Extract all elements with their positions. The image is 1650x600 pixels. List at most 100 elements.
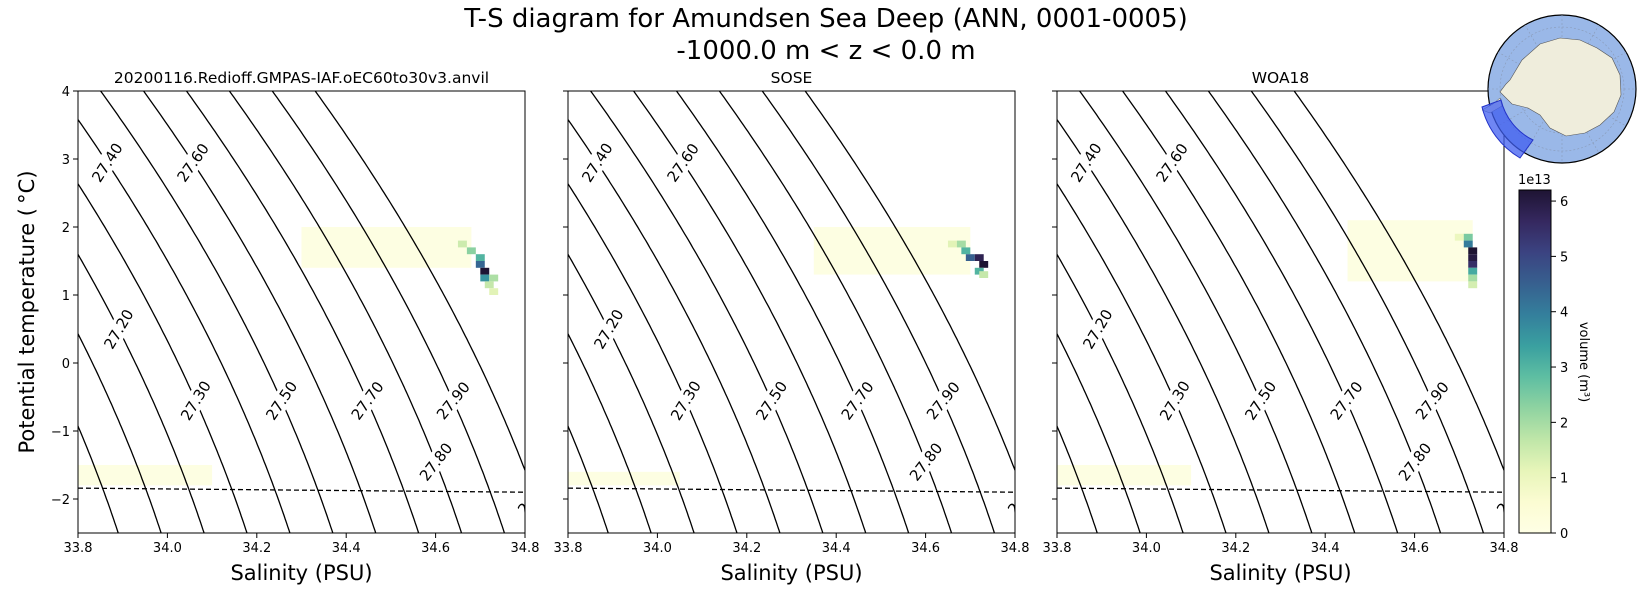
contour-label-27.90: 27.90 <box>433 378 474 423</box>
x-tick-label: 34.6 <box>911 541 940 556</box>
density-contour-27.20 <box>1057 253 1184 533</box>
x-tick-label: 33.8 <box>64 541 93 556</box>
contour-label-bg <box>0 178 16 215</box>
volume-cell <box>480 267 490 275</box>
x-tick-label: 33.8 <box>554 541 583 556</box>
volume-cell <box>1468 247 1478 255</box>
contour-label-bg <box>474 178 505 215</box>
x-tick-label: 34.8 <box>511 541 540 556</box>
contour-label-bg <box>176 144 210 181</box>
y-tick-label: 0 <box>62 357 70 372</box>
contour-label-bg <box>1414 382 1450 419</box>
contour-label-27.30: 27.30 <box>1156 378 1194 424</box>
density-contour-27.30 <box>78 182 248 533</box>
volume-cell <box>480 274 490 282</box>
contour-label-bg <box>1069 144 1103 181</box>
volume-cell <box>457 240 467 248</box>
density-contour-27.00 <box>78 424 119 533</box>
y-tick-label: 3 <box>62 153 70 168</box>
contour-label-bg <box>90 144 124 181</box>
colorbar-bar <box>1518 189 1552 534</box>
volume-cell <box>1468 267 1478 275</box>
contour-label-27.80: 27.80 <box>1395 439 1435 484</box>
contour-label-bg <box>1155 144 1189 181</box>
volume-cell <box>979 261 989 268</box>
volume-cell <box>489 288 499 295</box>
contour-label-27.20: 27.20 <box>590 306 627 352</box>
density-contour-27.10 <box>568 332 652 533</box>
density-contour-27.00 <box>1057 424 1098 533</box>
y-tick-label: −2 <box>51 493 70 508</box>
y-tick-label: −1 <box>51 425 70 440</box>
x-tick-label: 34.4 <box>1311 541 1340 556</box>
contour-label-bg <box>925 382 961 419</box>
contour-label-bg <box>435 382 471 419</box>
contour-label-bg <box>580 144 614 181</box>
volume-cell <box>947 240 957 248</box>
density-contour-27.00 <box>568 424 609 533</box>
contour-label-bg <box>899 144 930 181</box>
density-contour-27.30 <box>568 182 738 533</box>
freezing-line <box>1057 487 1504 493</box>
colorbar-tick-label: 1 <box>1560 472 1568 487</box>
contour-label-27.10: 27.10 <box>472 174 509 220</box>
x-tick-label: 33.8 <box>1043 541 1072 556</box>
colorbar-tick-label: 4 <box>1560 306 1568 321</box>
x-tick-label: 34.2 <box>732 541 761 556</box>
density-contour-27.70 <box>185 91 420 533</box>
volume-cell <box>1463 240 1473 248</box>
volume-cell <box>466 247 476 255</box>
low-volume-haze <box>301 227 472 268</box>
ts-panel-3: 27.00 27.10 27.20 27.30 27.40 27.50 27.60 27.70… <box>897 69 1519 585</box>
x-tick-label: 34.4 <box>332 541 361 556</box>
contour-label-bg <box>1158 382 1191 419</box>
plot-frame <box>77 90 526 534</box>
colorbar-tick-label: 0 <box>1560 527 1568 542</box>
contour-label-27.80: 27.80 <box>416 439 456 484</box>
contour-label-27.40: 27.40 <box>88 140 126 186</box>
density-contour-27.50 <box>1079 91 1313 533</box>
x-tick-label: 34.8 <box>1490 541 1519 556</box>
volume-cell <box>484 281 494 289</box>
density-contour-27.20 <box>78 253 205 533</box>
x-axis-label: Salinity (PSU) <box>230 561 372 585</box>
plot-frame <box>567 90 1016 534</box>
contour-label-27.50: 27.50 <box>1241 378 1280 424</box>
contour-label-27.40: 27.40 <box>1067 140 1105 186</box>
contour-label-27.10: 27.10 <box>961 174 998 220</box>
contour-label-27.70: 27.70 <box>838 378 878 423</box>
y-tick-label: 1 <box>62 289 70 304</box>
contour-label-27.20: 27.20 <box>100 306 137 352</box>
plot-area: 27.00 27.10 27.20 27.30 27.40 27.50 27.60 27.70… <box>897 91 1504 533</box>
colorbar: 0 1 2 3 4 5 6 1e13 volume (m³) <box>1518 173 1591 542</box>
y-tick-label: 2 <box>62 221 70 236</box>
x-tick-label: 34.0 <box>1132 541 1161 556</box>
x-tick-label: 34.6 <box>421 541 450 556</box>
density-contour-28.00 <box>804 91 1015 473</box>
contour-label-27.70: 27.70 <box>348 378 388 423</box>
density-contour-27.90 <box>1250 91 1485 533</box>
density-contour-27.10 <box>78 332 162 533</box>
contour-label-bg <box>410 144 441 181</box>
colorbar-tick-label: 2 <box>1560 416 1568 431</box>
contour-label-27.60: 27.60 <box>663 140 702 185</box>
ts-panel-2: 27.00 27.10 27.20 27.30 27.40 27.50 27.60 27.70… <box>410 69 1045 585</box>
panel-title: 20200116.Redioff.GMPAS-IAF.oEC60to30v3.a… <box>114 69 489 87</box>
contour-label-27.90: 27.90 <box>1412 378 1453 423</box>
y-axis-label: Potential temperature ( °C) <box>15 170 39 453</box>
contour-label-28.00: 28.00 <box>1004 474 1045 518</box>
contour-label-27.00: 27.00 <box>897 139 933 185</box>
volume-cell <box>1468 281 1478 289</box>
low-volume-haze <box>568 471 680 486</box>
figure-title: T-S diagram for Amundsen Sea Deep (ANN, … <box>463 4 1188 34</box>
volume-cell <box>475 254 485 261</box>
antarctica-inset-map <box>1481 14 1637 164</box>
x-tick-label: 34.2 <box>1221 541 1250 556</box>
ts-panel-1: 27.00 27.10 27.20 27.30 27.40 27.50 27.60 27.70… <box>0 69 555 585</box>
colorbar-tick-label: 3 <box>1560 361 1568 376</box>
contour-label-28.00: 28.00 <box>514 474 555 518</box>
colorbar-label: volume (m³) <box>1576 322 1591 402</box>
plot-area: 27.00 27.10 27.20 27.30 27.40 27.50 27.60 27.70… <box>410 91 1045 533</box>
volume-cell <box>965 254 975 261</box>
